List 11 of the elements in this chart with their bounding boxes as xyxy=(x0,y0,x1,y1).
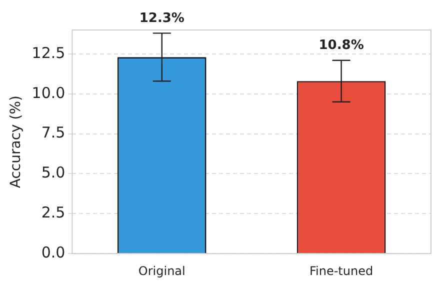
y-tick-label: 0.0 xyxy=(41,243,66,262)
y-tick-label: 5.0 xyxy=(41,164,66,182)
y-tick-label: 10.0 xyxy=(32,84,66,102)
x-tick-label: Original xyxy=(138,264,186,278)
data-label: 10.8% xyxy=(318,38,364,54)
y-tick-label: 7.5 xyxy=(41,124,66,142)
y-tick-label: 12.5 xyxy=(32,44,66,62)
y-tick-label: 2.5 xyxy=(41,204,66,222)
x-tick-label: Fine-tuned xyxy=(309,264,374,278)
y-axis-title: Accuracy (%) xyxy=(8,96,24,188)
data-label: 12.3% xyxy=(139,11,184,26)
